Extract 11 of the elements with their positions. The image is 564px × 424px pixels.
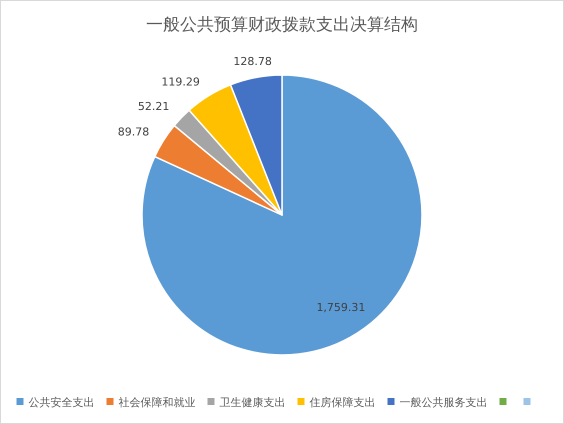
legend-label: 卫生健康支出 bbox=[220, 396, 286, 409]
legend-label: 一般公共服务支出 bbox=[400, 396, 488, 409]
data-label: 52.21 bbox=[138, 100, 170, 113]
data-label: 1,759.31 bbox=[316, 300, 366, 314]
legend-label: 公共安全支出 bbox=[28, 396, 94, 409]
data-label: 119.29 bbox=[161, 75, 200, 88]
chart-title: 一般公共预算财政拨款支出决算结构 bbox=[146, 15, 418, 35]
legend-label: 住房保障支出 bbox=[310, 396, 376, 409]
legend-label: 社会保障和就业 bbox=[118, 396, 196, 409]
data-label: 128.78 bbox=[233, 54, 272, 68]
data-label: 89.78 bbox=[118, 125, 150, 138]
